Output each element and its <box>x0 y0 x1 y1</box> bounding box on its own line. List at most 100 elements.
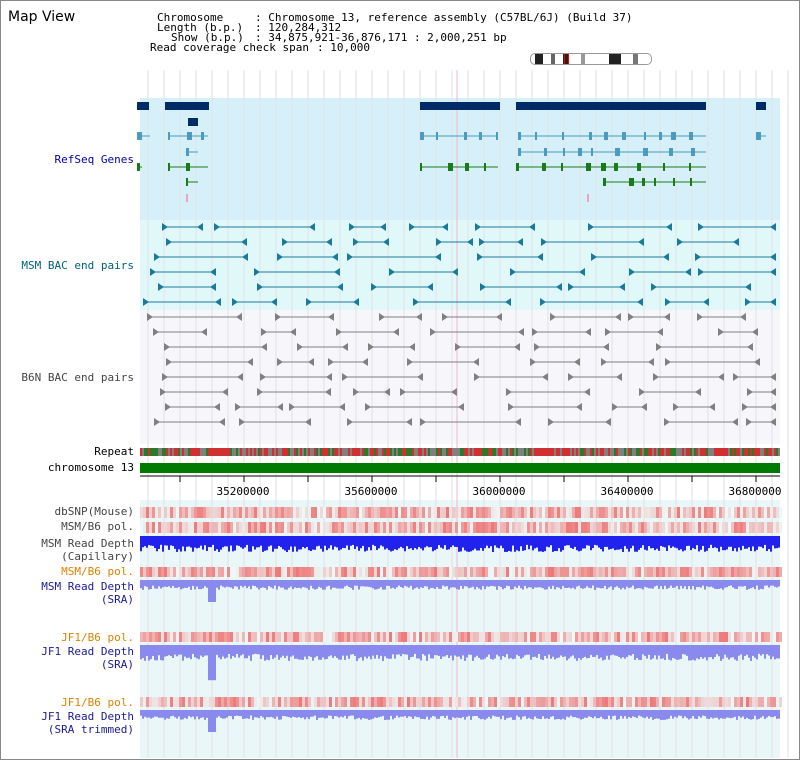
pol-cell <box>608 632 611 642</box>
depth-bar <box>612 645 614 655</box>
pol-cell <box>143 697 146 707</box>
pol-cell <box>653 632 656 642</box>
pol-cell <box>722 522 725 533</box>
pol-cell <box>683 567 686 577</box>
depth-bar <box>482 645 484 660</box>
pol-cell <box>395 697 398 707</box>
pol-cell <box>377 632 380 642</box>
b6n-bac-pair-end <box>576 403 582 411</box>
track-label-msm-bac[interactable]: MSM BAC end pairs <box>21 259 134 272</box>
depth-bar <box>654 536 656 551</box>
track-label-msm-b6-pol-2[interactable]: MSM/B6 pol. <box>61 565 134 578</box>
repeat-segment <box>488 448 490 456</box>
pol-cell <box>368 632 371 642</box>
msm-bac-pair-end <box>770 298 776 306</box>
dbsnp-cell <box>206 507 209 518</box>
pol-cell <box>182 697 185 707</box>
depth-bar <box>218 536 220 552</box>
repeat-segment <box>424 448 426 456</box>
depth-bar <box>594 710 596 717</box>
pol-cell <box>710 567 713 577</box>
pol-cell <box>392 522 395 533</box>
pol-cell <box>497 632 500 642</box>
pol-cell <box>281 522 284 533</box>
depth-bar <box>736 580 738 590</box>
repeat-segment <box>402 448 404 456</box>
repeat-segment <box>554 448 556 456</box>
track-label-jf1-pol-2[interactable]: JF1/B6 pol. <box>61 696 134 709</box>
depth-bar <box>254 536 256 550</box>
depth-bar <box>302 536 304 547</box>
dbsnp-cell <box>509 507 512 518</box>
depth-bar <box>204 536 206 546</box>
track-label-repeat[interactable]: Repeat <box>94 445 134 458</box>
pol-cell <box>671 567 674 577</box>
pol-cell <box>194 632 197 642</box>
depth-bar <box>678 536 680 551</box>
track-label-msm-depth-capillary[interactable]: MSM Read Depth <box>41 537 134 550</box>
dbsnp-cell <box>428 507 431 518</box>
track-label-jf1-depth-trimmed[interactable]: JF1 Read Depth <box>41 710 134 723</box>
depth-bar <box>328 536 330 549</box>
depth-bar <box>404 580 406 586</box>
repeat-segment <box>574 448 576 456</box>
repeat-segment <box>430 448 432 456</box>
repeat-segment <box>328 448 330 456</box>
pol-cell <box>689 697 692 707</box>
track-label-msm-depth-sra[interactable]: MSM Read Depth <box>41 580 134 593</box>
pol-cell <box>611 697 614 707</box>
msm-bac-pair-end <box>510 268 516 276</box>
depth-bar <box>688 536 690 546</box>
repeat-segment <box>528 448 530 456</box>
depth-bar <box>622 580 624 588</box>
depth-bar <box>420 580 422 588</box>
pol-cell <box>332 567 335 577</box>
depth-bar <box>318 536 320 546</box>
depth-bar <box>332 710 334 720</box>
depth-bar <box>184 580 186 588</box>
depth-bar <box>592 536 594 549</box>
depth-bar <box>512 645 514 660</box>
track-label-jf1-pol[interactable]: JF1/B6 pol. <box>61 631 134 644</box>
pol-cell <box>434 632 437 642</box>
pol-cell <box>608 697 611 707</box>
repeat-segment <box>764 448 766 456</box>
pol-cell <box>260 632 263 642</box>
depth-bar <box>170 645 172 656</box>
depth-bar <box>694 645 696 661</box>
depth-bar <box>778 645 780 659</box>
pol-cell <box>233 632 236 642</box>
msm-bac-pair-end <box>745 283 751 291</box>
msm-bac-pair-end <box>770 268 776 276</box>
pol-cell <box>266 632 269 642</box>
depth-bar <box>732 580 734 588</box>
depth-bar <box>566 580 568 589</box>
depth-bar <box>736 645 738 661</box>
track-label-chromosome[interactable]: chromosome 13 <box>47 461 134 474</box>
track-label-jf1-depth-sra[interactable]: JF1 Read Depth <box>41 645 134 658</box>
track-label-dbsnp[interactable]: dbSNP(Mouse) <box>54 505 134 518</box>
dbsnp-cell <box>731 507 734 518</box>
depth-bar <box>678 645 680 660</box>
track-label-b6n-bac[interactable]: B6N BAC end pairs <box>21 371 134 384</box>
repeat-segment <box>372 448 374 456</box>
depth-bar <box>486 645 488 657</box>
pol-cell <box>233 567 236 577</box>
depth-bar <box>758 710 760 719</box>
pol-cell <box>212 567 215 577</box>
dbsnp-cell <box>362 507 365 518</box>
depth-bar <box>246 710 248 719</box>
depth-bar <box>444 710 446 718</box>
depth-bar <box>482 580 484 587</box>
depth-bar <box>476 536 478 551</box>
repeat-segment <box>308 448 310 456</box>
b6n-bac-pair-end <box>770 418 776 426</box>
repeat-segment <box>566 448 568 456</box>
track-label-msm-b6-pol[interactable]: MSM/B6 pol. <box>61 520 134 533</box>
depth-bar <box>506 536 508 552</box>
depth-bar <box>186 645 188 659</box>
chromosome-ideogram[interactable] <box>530 53 652 65</box>
track-label-refseq[interactable]: RefSeq Genes <box>54 153 134 166</box>
depth-bar <box>750 710 752 720</box>
axis-tick-label: 35200000 <box>216 485 270 498</box>
